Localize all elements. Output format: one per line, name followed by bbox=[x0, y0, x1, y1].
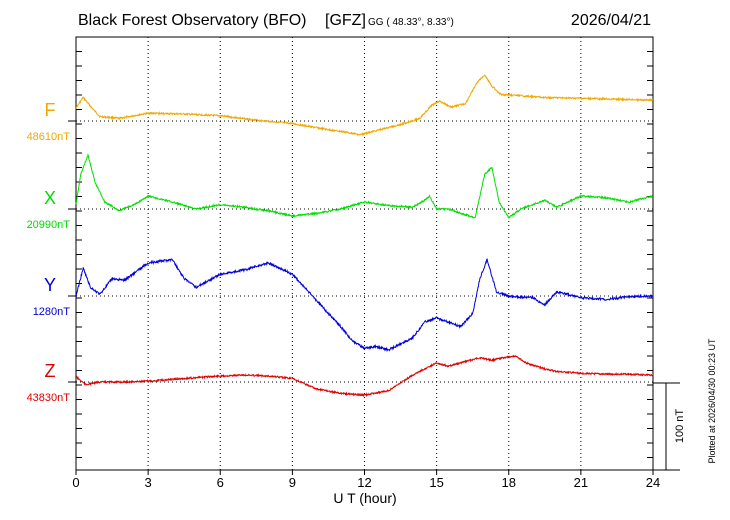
series-line-x bbox=[75, 153, 654, 219]
x-axis-label: U T (hour) bbox=[333, 490, 396, 506]
series-name-f: F bbox=[45, 100, 56, 120]
x-tick-label: 18 bbox=[502, 475, 516, 490]
series-name-z: Z bbox=[45, 361, 56, 381]
series-baseline-label-f: 48610nT bbox=[27, 131, 71, 143]
x-axis: 0 3 6 9 12 15 18 21 24 bbox=[72, 470, 660, 490]
series-name-y: Y bbox=[44, 275, 56, 295]
date-label: 2026/04/21 bbox=[571, 12, 651, 29]
series-baseline-label-y: 1280nT bbox=[33, 306, 71, 318]
chart-title: Black Forest Observatory (BFO) bbox=[78, 12, 307, 29]
series-line-f bbox=[75, 74, 654, 137]
grid bbox=[76, 37, 653, 470]
x-tick-label: 24 bbox=[646, 475, 660, 490]
plotted-note: Plotted at 2026/04/30 00:23 UT bbox=[707, 338, 717, 464]
series-line-z bbox=[75, 354, 654, 398]
institute-label: [GFZ] bbox=[325, 12, 366, 29]
series-layer: F 48610nT X 20990nT Y 1280nT Z 43830nT bbox=[27, 74, 654, 404]
x-tick-label: 6 bbox=[217, 475, 224, 490]
x-tick-label: 9 bbox=[289, 475, 296, 490]
x-tick-label: 3 bbox=[145, 475, 152, 490]
coords-label: GG ( 48.33°, 8.33°) bbox=[368, 17, 454, 28]
series-line-y bbox=[75, 258, 654, 352]
series-baseline-label-x: 20990nT bbox=[27, 219, 71, 231]
series-baseline-label-z: 43830nT bbox=[27, 392, 71, 404]
scale-bar-label: 100 nT bbox=[674, 409, 686, 444]
x-tick-label: 12 bbox=[357, 475, 371, 490]
x-tick-label: 0 bbox=[72, 475, 79, 490]
x-tick-label: 21 bbox=[574, 475, 588, 490]
series-name-x: X bbox=[44, 188, 56, 208]
x-tick-label: 15 bbox=[429, 475, 443, 490]
